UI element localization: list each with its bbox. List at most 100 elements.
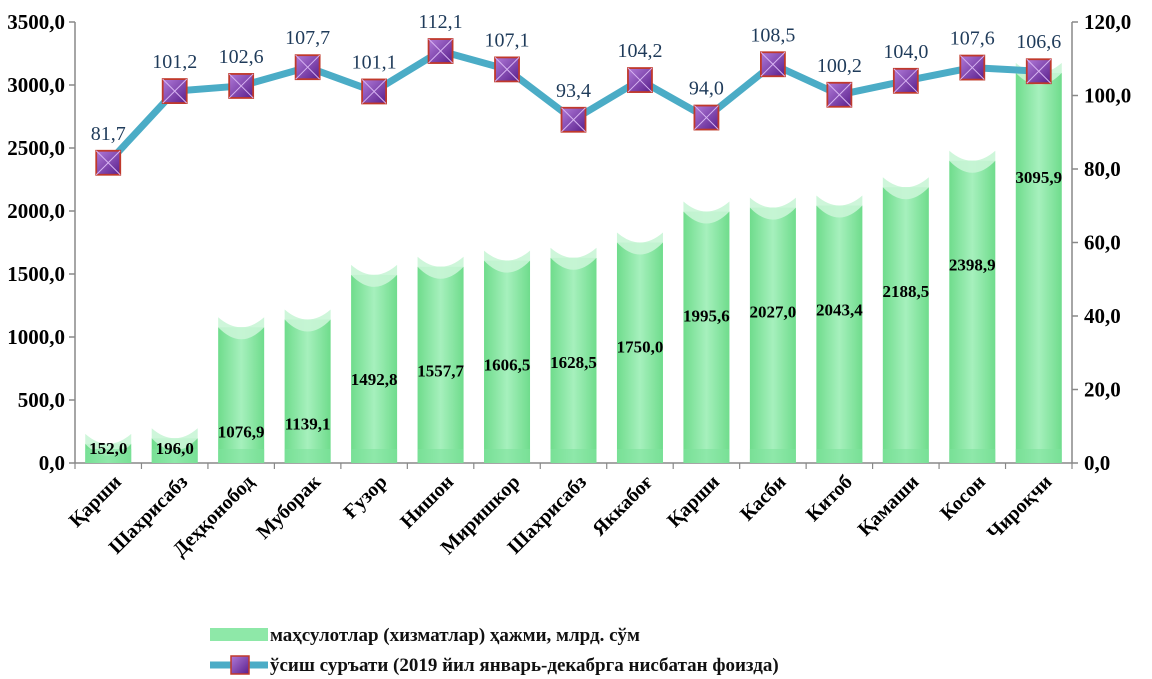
right-tick-label: 20,0 xyxy=(1084,378,1121,402)
bar-value-label: 152,0 xyxy=(89,439,127,458)
left-tick-label: 500,0 xyxy=(18,388,65,412)
bar-top xyxy=(284,309,331,332)
right-tick-label: 120,0 xyxy=(1084,10,1131,34)
legend-bar-label: маҳсулотлар (хизматлар) ҳажми, млрд. сўм xyxy=(270,625,640,646)
line-marker-cross xyxy=(428,38,453,64)
bar xyxy=(949,160,996,464)
bar-base xyxy=(484,449,531,463)
bar-top xyxy=(616,232,663,255)
line-value-label: 93,4 xyxy=(556,80,591,102)
bar-value-label: 1628,5 xyxy=(550,353,597,372)
bar xyxy=(218,327,265,463)
line-value-label: 104,0 xyxy=(883,41,928,63)
bar-value-label: 1492,8 xyxy=(351,370,398,389)
category-label: Муборак xyxy=(253,471,326,544)
category-label: Чироқчи xyxy=(983,471,1056,544)
line-marker-cross xyxy=(361,79,387,104)
category-label: Яккабоғ xyxy=(588,471,657,540)
left-tick-label: 2500,0 xyxy=(7,136,65,160)
line-marker-cross xyxy=(694,105,719,130)
line-marker-cross xyxy=(494,57,520,82)
bar-top xyxy=(550,247,597,270)
bar xyxy=(550,257,597,463)
line-value-label: 108,5 xyxy=(750,24,795,46)
legend: маҳсулотлар (хизматлар) ҳажми, млрд. сўм… xyxy=(210,625,779,676)
line-marker-cross xyxy=(95,150,121,176)
line-value-label: 102,6 xyxy=(219,46,264,68)
bar-base xyxy=(616,449,663,463)
bar xyxy=(284,319,331,463)
line-value-label: 106,6 xyxy=(1016,31,1061,53)
line-value-label: 112,1 xyxy=(418,11,462,33)
line-value-label: 100,2 xyxy=(817,55,862,77)
right-tick-label: 60,0 xyxy=(1084,231,1121,255)
axes: 0,0 500,0 1000,0 1500,0 2000,0 2500,0 3000,0 35… xyxy=(7,10,1131,475)
line-marker-cross xyxy=(228,73,254,99)
left-tick-label: 0,0 xyxy=(39,451,65,475)
bar-value-label: 1750,0 xyxy=(617,338,664,357)
line-value-label: 94,0 xyxy=(689,78,724,100)
bar-base xyxy=(284,449,331,463)
bar-value-label: 2188,5 xyxy=(882,282,929,301)
line-series xyxy=(95,38,1052,176)
bar xyxy=(816,205,863,463)
line-value-label: 101,2 xyxy=(152,51,197,73)
bar-top xyxy=(218,317,265,340)
left-tick-label: 3500,0 xyxy=(7,10,65,34)
category-label: Косон xyxy=(936,471,990,525)
category-label: Китоб xyxy=(802,471,857,526)
bar-top xyxy=(417,256,464,279)
bar-base xyxy=(151,449,198,463)
line-value-label: 107,6 xyxy=(950,28,995,50)
bar-top xyxy=(882,177,929,200)
category-label: Нишон xyxy=(396,471,458,533)
bar-base xyxy=(683,449,730,463)
bar-top xyxy=(151,428,198,451)
category-label: Қарши xyxy=(663,471,724,532)
legend-line-label: ўсиш суръати (2019 йил январь-декабрга н… xyxy=(270,655,779,676)
bar-base xyxy=(882,449,929,463)
legend-bar-swatch xyxy=(210,628,268,641)
bar-base xyxy=(417,449,464,463)
bar-series xyxy=(85,62,1062,464)
left-tick-label: 3000,0 xyxy=(7,73,65,97)
bar xyxy=(683,211,730,463)
bar-base xyxy=(351,449,398,463)
bar-top xyxy=(683,201,730,224)
bar-value-label: 3095,9 xyxy=(1015,168,1062,187)
bar-base xyxy=(949,449,996,463)
bar xyxy=(417,266,464,463)
bar-base xyxy=(550,449,597,463)
bar-base xyxy=(218,449,265,463)
bar-value-label: 1139,1 xyxy=(285,414,331,433)
bar-base xyxy=(749,449,796,463)
bar-value-label: 1995,6 xyxy=(683,307,730,326)
bar xyxy=(882,187,929,463)
left-tick-label: 2000,0 xyxy=(7,199,65,223)
line-value-label: 107,1 xyxy=(485,29,530,51)
bar-top xyxy=(351,264,398,287)
bar-top xyxy=(949,150,996,173)
category-label: Ғузор xyxy=(339,471,391,523)
category-label: Қарши xyxy=(65,471,126,532)
bar xyxy=(1015,72,1062,464)
bar xyxy=(749,207,796,463)
bar-base xyxy=(85,449,132,463)
line-marker-cross xyxy=(893,68,919,94)
line-marker-cross xyxy=(959,55,985,80)
line-value-label: 101,1 xyxy=(352,51,397,73)
line-value-label: 107,7 xyxy=(285,27,330,49)
bar-value-label: 2043,4 xyxy=(816,301,863,320)
line-marker-cross xyxy=(627,67,653,93)
line-marker-cross xyxy=(827,82,852,108)
bar-top xyxy=(816,195,863,218)
line-marker-cross xyxy=(561,107,586,133)
line-data-labels: 81,7 101,2 102,6 107,7 101,1 112,1 107,1 93,4 10… xyxy=(91,11,1062,145)
line-value-label: 81,7 xyxy=(91,123,126,145)
right-tick-label: 0,0 xyxy=(1084,451,1110,475)
legend-marker-icon xyxy=(230,655,250,675)
bar-base xyxy=(1015,449,1062,463)
bar-data-labels: 152,0 196,0 1076,9 1139,1 1492,8 1557,7 1606,5… xyxy=(89,168,1062,458)
